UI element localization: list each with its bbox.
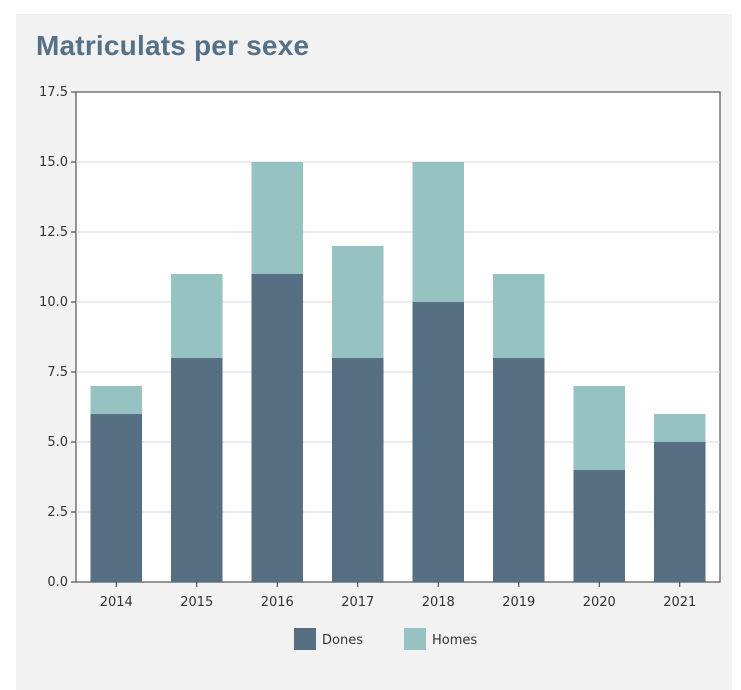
legend-label-dones: Dones bbox=[322, 633, 363, 648]
y-tick-label: 10.0 bbox=[39, 295, 68, 310]
bar-dones-2017 bbox=[331, 358, 384, 582]
bar-dones-2014 bbox=[90, 414, 143, 582]
bar-dones-2015 bbox=[170, 358, 223, 582]
y-tick-label: 2.5 bbox=[47, 505, 68, 520]
bar-dones-2018 bbox=[412, 302, 465, 582]
bar-homes-2014 bbox=[90, 386, 143, 414]
x-tick-label: 2017 bbox=[341, 595, 374, 610]
chart-title: Matriculats per sexe bbox=[36, 30, 310, 61]
x-tick-label: 2018 bbox=[422, 595, 455, 610]
x-tick-label: 2020 bbox=[583, 595, 616, 610]
y-tick-label: 12.5 bbox=[39, 225, 68, 240]
bar-dones-2019 bbox=[492, 358, 545, 582]
bars bbox=[90, 162, 706, 582]
y-tick-label: 0.0 bbox=[47, 575, 68, 590]
bar-homes-2017 bbox=[331, 246, 384, 358]
legend-swatch-homes bbox=[404, 628, 426, 650]
legend: Dones Homes bbox=[294, 628, 477, 650]
x-tick-label: 2016 bbox=[261, 595, 294, 610]
x-tick-label: 2015 bbox=[180, 595, 213, 610]
bar-dones-2021 bbox=[653, 442, 706, 582]
bar-homes-2019 bbox=[492, 274, 545, 358]
bar-homes-2021 bbox=[653, 414, 706, 442]
y-tick-label: 17.5 bbox=[39, 85, 68, 100]
bar-homes-2016 bbox=[251, 162, 304, 274]
x-tick-label: 2021 bbox=[663, 595, 696, 610]
x-axis: 2014 2015 2016 2017 2018 2019 2020 2021 bbox=[100, 582, 696, 610]
y-tick-label: 15.0 bbox=[39, 155, 68, 170]
bar-homes-2015 bbox=[170, 274, 223, 358]
bar-homes-2020 bbox=[573, 386, 626, 470]
y-tick-label: 5.0 bbox=[47, 435, 68, 450]
bar-homes-2018 bbox=[412, 162, 465, 302]
legend-swatch-dones bbox=[294, 628, 316, 650]
legend-label-homes: Homes bbox=[432, 633, 477, 648]
bar-dones-2016 bbox=[251, 274, 304, 582]
x-tick-label: 2019 bbox=[502, 595, 535, 610]
y-axis: 0.0 2.5 5.0 7.5 10.0 12.5 15.0 17.5 bbox=[39, 85, 76, 590]
y-tick-label: 7.5 bbox=[47, 365, 68, 380]
bar-dones-2020 bbox=[573, 470, 626, 582]
x-tick-label: 2014 bbox=[100, 595, 133, 610]
